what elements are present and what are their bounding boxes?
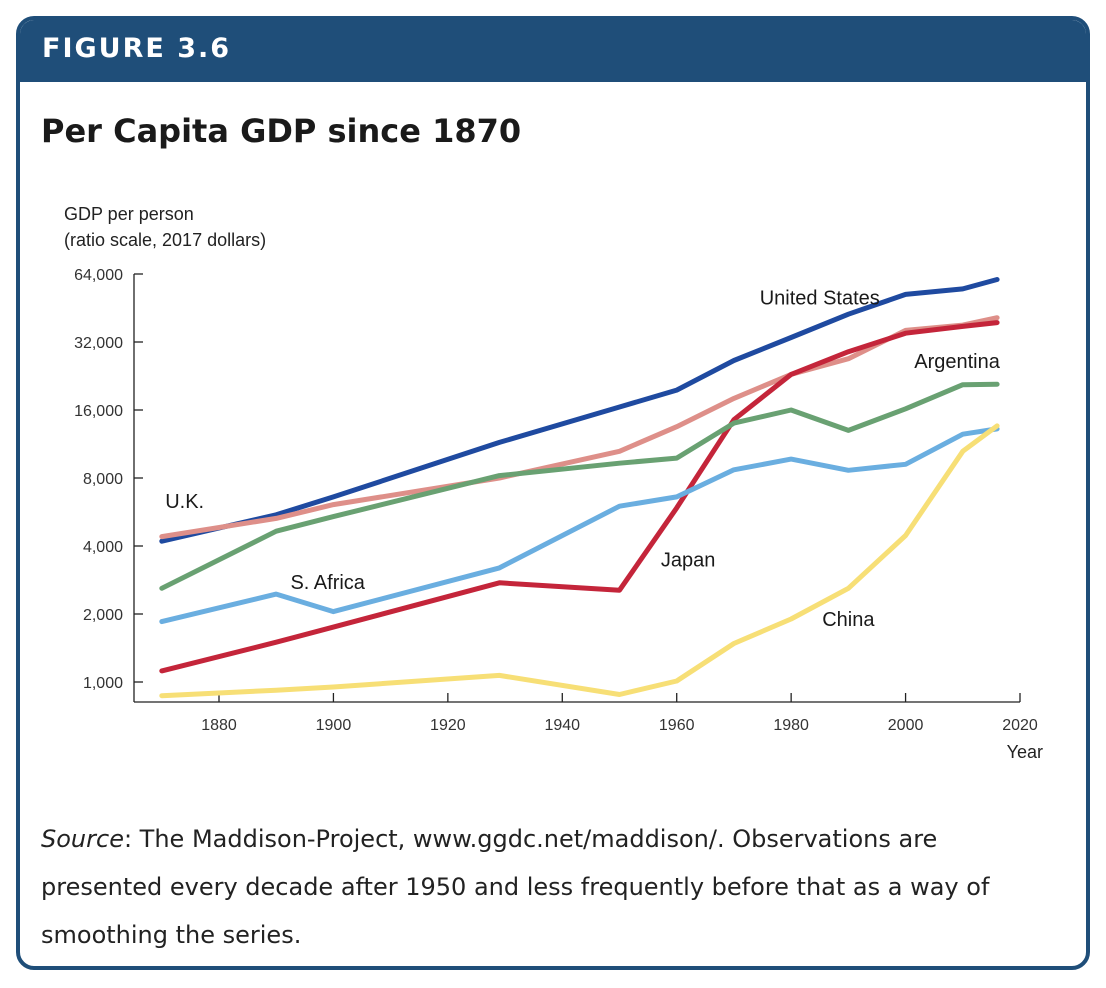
figure-banner: FIGURE 3.6	[20, 20, 1086, 82]
figure-label: FIGURE 3.6	[42, 33, 232, 64]
y-axis-label-line2: (ratio scale, 2017 dollars)	[64, 230, 266, 250]
series-lines	[159, 277, 1000, 699]
series-label-u-k: U.K.	[165, 491, 204, 513]
x-tick-label: 1880	[201, 717, 237, 734]
series-line-s-africa	[159, 426, 1000, 625]
x-tick-label: 2020	[1002, 717, 1038, 734]
series-labels: United States U.K. Japan Argentina S. Africa…	[165, 287, 1001, 631]
series-line-argentina	[159, 381, 1000, 591]
series-label-s-africa: S. Africa	[290, 572, 365, 594]
y-tick-label: 32,000	[74, 335, 123, 352]
series-label-argentina: Argentina	[914, 351, 1000, 373]
figure-title: Per Capita GDP since 1870	[41, 112, 522, 150]
y-tick-label: 8,000	[83, 471, 123, 488]
y-axis-label-line1: GDP per person	[64, 204, 194, 224]
source-text: : The Maddison-Project, www.ggdc.net/mad…	[41, 825, 990, 949]
x-tick-label: 1960	[659, 717, 695, 734]
axes: 1,000 2,000 4,000 8,000 16,000 32,000 64,000 18…	[74, 267, 1038, 734]
y-tick-label: 16,000	[74, 403, 123, 420]
x-axis-label: Year	[1007, 742, 1043, 762]
x-tick-label: 1920	[430, 717, 466, 734]
x-tick-label: 1900	[316, 717, 352, 734]
series-label-japan: Japan	[661, 549, 716, 571]
series-line-china	[159, 423, 1000, 699]
x-tick-label: 1940	[544, 717, 580, 734]
y-tick-label: 2,000	[83, 607, 123, 624]
series-line-united-states	[159, 277, 1000, 544]
y-tick-label: 1,000	[83, 675, 123, 692]
figure-box: FIGURE 3.6 Per Capita GDP since 1870 Sou…	[16, 16, 1090, 970]
y-tick-label: 64,000	[74, 267, 123, 284]
x-tick-label: 2000	[888, 717, 924, 734]
source-note: Source: The Maddison-Project, www.ggdc.n…	[41, 815, 1061, 959]
y-tick-label: 4,000	[83, 539, 123, 556]
x-tick-label: 1980	[773, 717, 809, 734]
series-line-japan	[159, 320, 1000, 674]
series-label-united-states: United States	[760, 287, 880, 309]
series-label-china: China	[822, 609, 875, 631]
series-line-u-k	[159, 315, 1000, 540]
source-label: Source	[41, 825, 124, 853]
